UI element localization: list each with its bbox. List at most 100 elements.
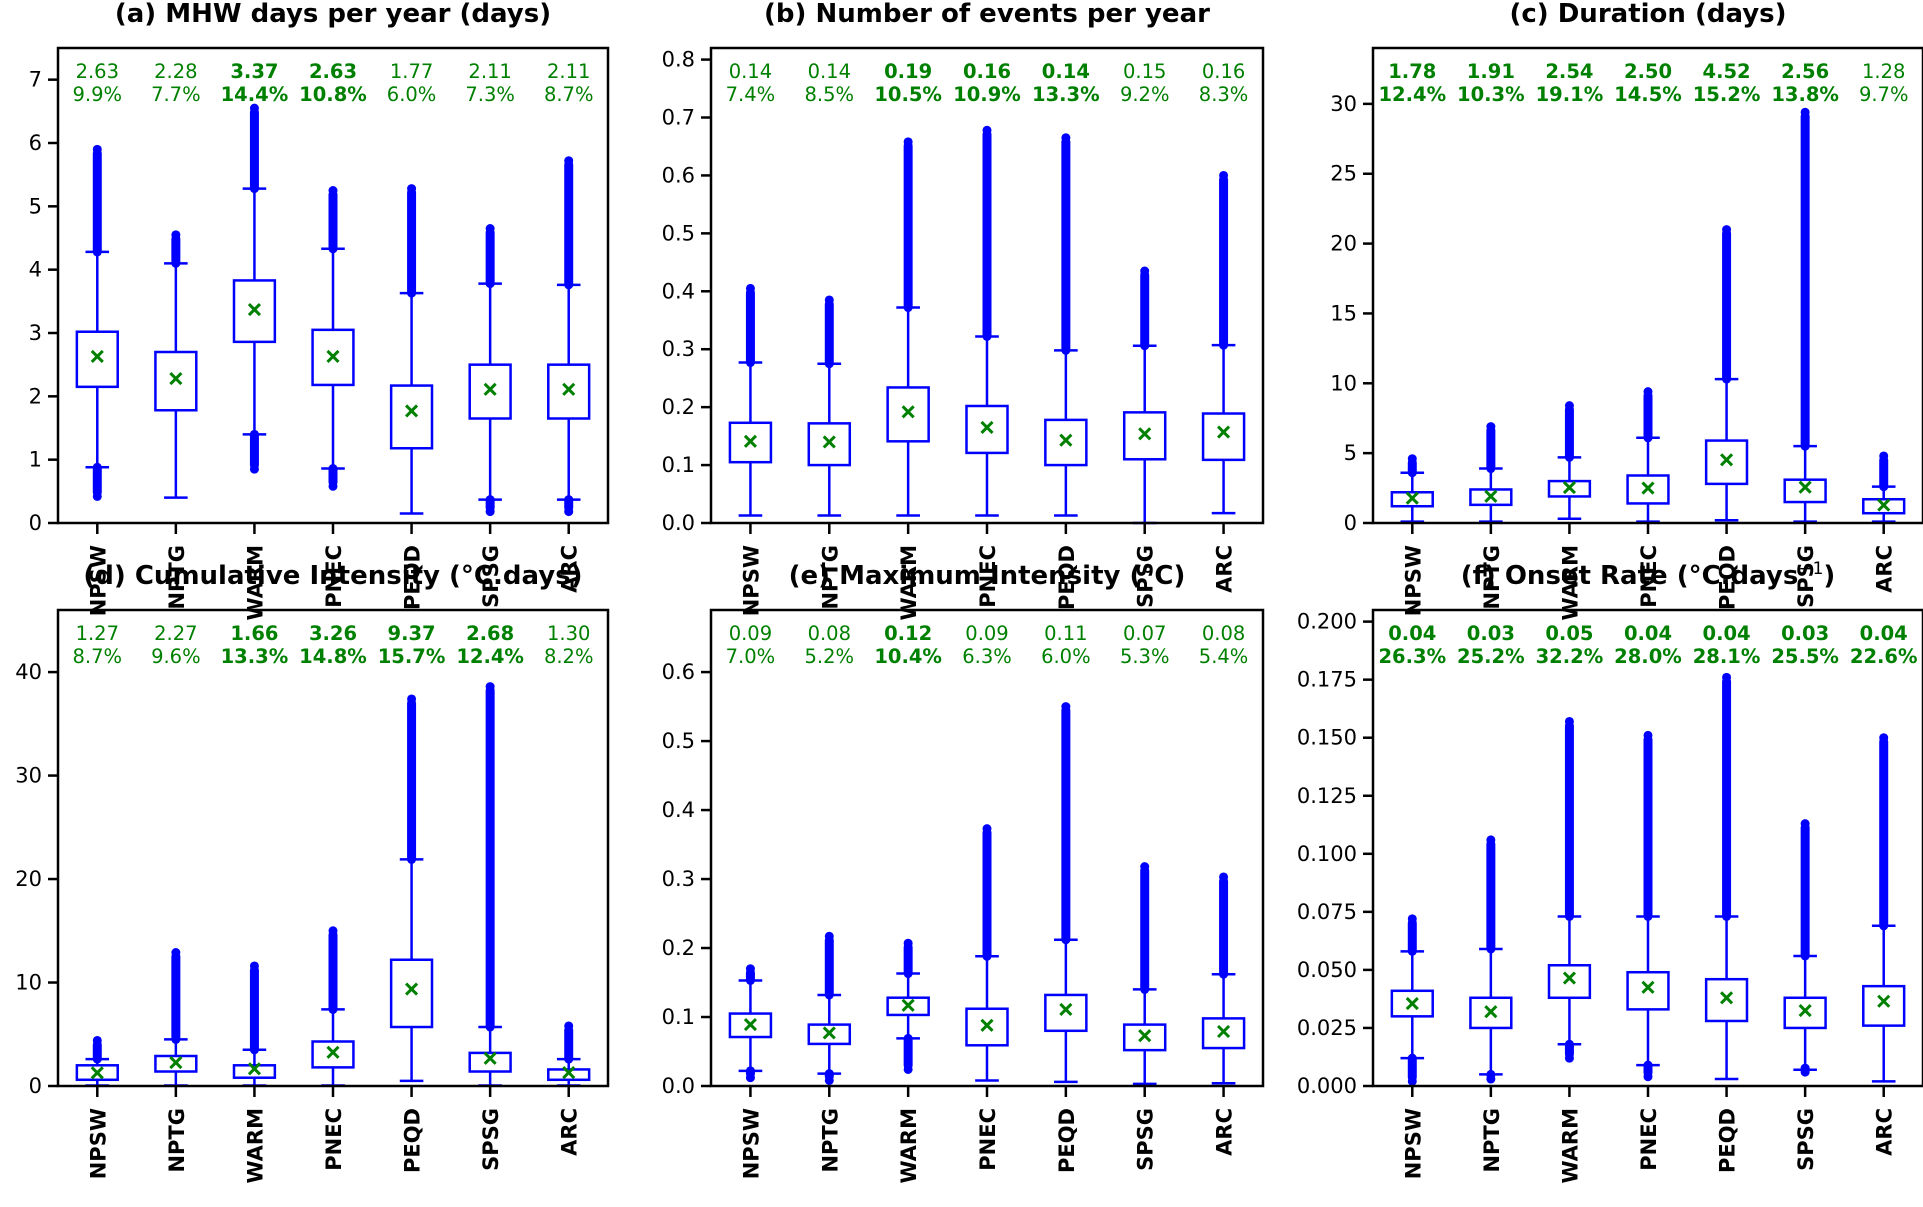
annotation-pct: 15.2% [1693,83,1761,106]
annotation-value: 0.12 [884,622,932,645]
mean-marker [1059,1002,1073,1016]
mean-x-stroke [562,1065,576,1080]
y-tick-label: 0.125 [1297,784,1357,808]
y-tick-label: 15 [1330,301,1357,325]
x-category-label: PNEC [1637,545,1661,608]
annotation-value: 2.27 [154,622,197,645]
title-superscript: −1 [1798,559,1823,579]
annotation-pct: 9.6% [151,645,201,668]
annotation-pct: 25.5% [1771,645,1839,668]
mean-marker [1217,1024,1231,1039]
annotation-value: 2.56 [1781,60,1829,83]
annotation-pct: 13.3% [1032,83,1100,106]
box-warm [1547,716,1592,1063]
mean-marker [483,1051,497,1065]
mean-marker [1641,980,1655,994]
annotation-value: 0.09 [965,622,1008,645]
mean-marker [1059,433,1073,447]
y-tick-label: 20 [1330,232,1357,256]
outlier-max [745,283,755,293]
box-nptg [807,295,852,517]
mean-marker [1641,481,1655,495]
outlier-max [407,184,417,194]
y-tick-label: 0.025 [1297,1016,1357,1040]
outlier-max [92,144,102,154]
outlier-max [1564,716,1574,726]
iqr-box [807,422,852,467]
x-category-label: PNEC [976,545,1000,608]
y-tick-label: 40 [15,660,42,684]
plot-frame [1371,608,1923,1088]
annotation-value: 2.63 [76,60,119,83]
mean-marker [1405,997,1419,1011]
mean-x-stroke [247,303,261,317]
y-tick-label: 0.7 [662,106,695,130]
mean-x-stroke [483,1051,497,1065]
panel-title: (a) MHW days per year (days) [115,0,551,29]
panel-d: (d) Cumulative Intensity (°C.days) 0 10 20 3… [15,561,610,1184]
annotation-value: 0.08 [1202,622,1245,645]
annotation-value: 0.07 [1123,622,1166,645]
y-tick-label: 0.6 [662,660,695,684]
mean-x-stroke [483,382,497,396]
annotation-pct: 25.2% [1457,645,1525,668]
mean-marker [1720,453,1734,467]
annotation-value: 4.52 [1703,60,1751,83]
outlier-max [171,230,181,240]
annotation-value: 2.11 [468,60,511,83]
annotation-value: 2.11 [547,60,590,83]
outlier-max [564,1021,574,1031]
mean-x-stroke [1059,1002,1073,1016]
mean-marker [822,435,836,449]
mean-marker [822,1026,836,1040]
mean-x-stroke [743,434,757,448]
box-arc [1862,451,1906,523]
mean-x-stroke [1641,980,1655,994]
y-tick-label: 5 [29,194,42,218]
annotation-value: 9.37 [388,622,436,645]
x-category-label: NPSW [86,545,110,616]
mean-x-stroke [1059,433,1073,447]
x-category-label: ARC [1213,545,1237,593]
mean-marker [901,405,915,419]
x-category-label: NPSW [1401,1108,1425,1179]
box-spsg [468,224,512,517]
outlier-max [1061,702,1071,712]
y-tick-label: 0 [29,511,42,535]
box-pnec [311,186,355,491]
y-tick-label: 0.0 [662,511,695,535]
annotation-pct: 28.1% [1693,645,1761,668]
mean-marker [169,1055,183,1070]
box-npsw [1390,454,1434,523]
plot-frame [709,608,1265,1088]
annotation-value: 2.50 [1624,60,1672,83]
annotation-value: 1.28 [1862,60,1905,83]
mean-marker [90,349,104,363]
box-spsg [1122,862,1167,1086]
outlier-max [745,964,755,974]
mean-x-stroke [1217,425,1231,439]
iqr-box [154,350,198,412]
y-tick-label: 0.8 [662,48,695,72]
x-category-label: WARM [243,545,267,621]
mean-marker [247,1062,261,1076]
annotation-value: 1.30 [547,622,590,645]
y-tick-label: 0.100 [1297,842,1357,866]
panel-b: (b) Number of events per year 0.0 0.1 0.2 0.… [662,0,1265,621]
mean-x-stroke [90,1066,104,1080]
y-tick-label: 1 [29,448,42,472]
mean-x-stroke [1484,1005,1498,1019]
box-npsw [728,283,773,517]
mean-x-stroke [169,1055,183,1070]
annotation-pct: 10.9% [953,83,1021,106]
outlier-max [485,224,495,233]
outlier-max [92,1035,102,1045]
annotation-value: 0.16 [963,60,1011,83]
outlier-min [328,481,338,491]
x-category-label: SPSG [1134,1108,1158,1171]
x-category-label: NPSW [1401,545,1425,616]
box-npsw [728,964,773,1083]
x-category-label: PEQD [1055,545,1079,610]
annotation-value: 0.03 [1781,622,1829,645]
